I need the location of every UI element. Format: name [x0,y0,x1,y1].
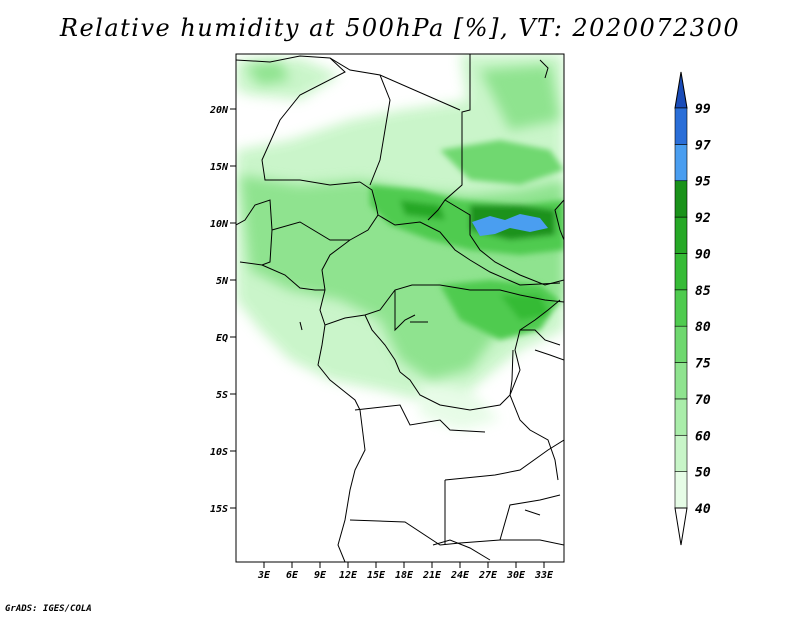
colorbar-segment [674,144,688,182]
lon-label: 9E [314,570,327,581]
colorbar-segment [674,471,688,509]
lon-label: 15E [367,570,386,581]
colorbar-label: 85 [695,284,711,299]
lon-label: 12E [339,570,358,581]
colorbar-segment [674,253,688,291]
lat-label: 5S [216,390,228,401]
colorbar-segment [674,289,688,327]
lat-label: 10N [210,219,229,230]
colorbar-label: 70 [695,393,711,408]
lat-label: 20N [209,105,229,116]
colorbar-label: 40 [695,502,711,517]
colorbar-segment [674,434,688,472]
colorbar-label: 97 [695,138,711,153]
lat-ticks [230,108,236,509]
lon-label: 3E [257,570,271,581]
colorbar-segment [674,180,688,218]
map-frame [235,53,565,563]
colorbar-label: 50 [695,466,711,481]
lon-label: 18E [395,570,414,581]
colorbar-label: 60 [695,429,711,444]
lon-label: 30E [506,570,526,581]
lon-label: 24E [450,570,470,581]
colorbar-segment [674,107,688,145]
lon-label: 33E [534,570,554,581]
colorbar-segment [674,362,688,400]
colorbar-top-arrow [674,71,688,109]
lon-label: 27E [478,570,498,581]
colorbar-label: 80 [695,320,711,335]
colorbar-segment [674,325,688,363]
lon-ticks [263,562,545,568]
colorbar-label: 90 [695,247,711,262]
humidity-field [236,54,564,430]
colorbar-label: 95 [695,175,711,190]
colorbar-segment [674,398,688,436]
colorbar: 40 50 60 70 75 80 85 90 92 95 97 99 [674,71,711,546]
lat-label: 10S [210,447,228,458]
colorbar-bottom-arrow [674,507,688,546]
lon-label: 21E [422,570,442,581]
chart-title: Relative humidity at 500hPa [%], VT: 202… [59,14,741,42]
grads-credit: GrADS: IGES/COLA [5,604,92,614]
colorbar-label: 92 [695,211,711,226]
country-borders [236,54,564,562]
lat-label: EQ [216,333,228,344]
lat-label: 15S [210,504,228,515]
colorbar-label: 75 [695,357,711,372]
colorbar-segment [674,216,688,254]
lon-label: 6E [286,570,299,581]
lat-label: 15N [210,162,229,173]
colorbar-label: 99 [695,102,711,117]
lat-label: 5N [216,276,229,287]
